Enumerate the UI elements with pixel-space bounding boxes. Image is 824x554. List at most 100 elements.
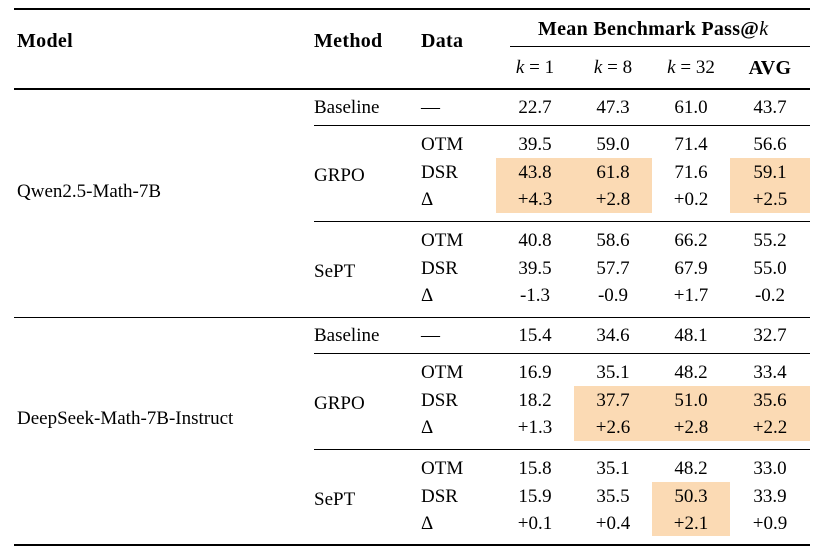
value-cell: 39.5 <box>518 257 552 279</box>
value-cell: 22.7 <box>496 89 574 126</box>
value-cell-highlighted: 43.8 <box>496 158 574 186</box>
data-label: Δ <box>421 414 496 450</box>
column-header-method-label: Method <box>314 30 383 52</box>
data-label: OTM <box>421 457 464 479</box>
value-cell: 33.0 <box>753 457 787 479</box>
value-cell: 18.2 <box>518 389 552 411</box>
value-cell: 15.9 <box>518 485 552 507</box>
table-row: DSR 43.8 61.8 71.6 59.1 <box>14 158 811 186</box>
value-cell: -1.3 <box>496 282 574 318</box>
method-label: GRPO <box>314 125 421 222</box>
value-cell: 43.7 <box>730 89 811 126</box>
table-row: DeepSeek-Math-7B-Instruct Baseline — 15.… <box>14 317 811 428</box>
method-label: SePT <box>314 488 356 510</box>
value-cell: +1.7 <box>652 282 730 318</box>
data-label: DSR <box>421 485 458 507</box>
value-cell-highlighted: +2.8 <box>574 186 652 222</box>
value-cell: +1.3 <box>496 414 574 450</box>
column-header-method: Method <box>314 9 421 90</box>
value-cell: 40.8 <box>518 229 552 251</box>
model-cell: DeepSeek-Math-7B-Instruct <box>14 317 314 545</box>
value-cell: 35.1 <box>596 457 630 479</box>
value-cell-highlighted: +2.5 <box>730 186 811 222</box>
method-label: SePT <box>314 221 421 318</box>
value-cell-highlighted: 37.7 <box>574 386 652 414</box>
value-cell: 47.3 <box>574 89 652 126</box>
table-row: SePT OTM 15.8 35.1 48.2 33.0 <box>14 449 810 509</box>
data-label: OTM <box>421 229 464 251</box>
value-cell: 15.8 <box>518 457 552 479</box>
column-header-k32: k = 32 <box>652 47 730 90</box>
column-header-k8: k = 8 <box>574 47 652 90</box>
value-cell: 32.7 <box>730 317 811 354</box>
value-cell-highlighted: +2.8 <box>652 414 730 450</box>
table-row: DSR 39.5 57.7 67.9 55.0 <box>14 254 810 282</box>
table-row: Δ +0.1 +0.4 +2.1 +0.9 <box>14 510 810 545</box>
method-label: GRPO <box>314 353 421 450</box>
value-cell-highlighted: 51.0 <box>652 386 730 414</box>
value-cell: 56.6 <box>753 133 787 155</box>
group-header-rule <box>510 46 811 47</box>
k-symbol: k <box>515 57 525 78</box>
table-row: DSR 15.9 35.5 50.3 33.9 <box>14 482 810 510</box>
table-header-row-1: Model Method Data Mean Benchmark Pass@k <box>14 9 811 90</box>
value-cell: 48.1 <box>652 317 730 354</box>
value-cell: 33.4 <box>753 361 787 383</box>
data-label: — <box>421 89 496 126</box>
value-cell-highlighted: +2.2 <box>730 414 811 450</box>
data-label: OTM <box>421 361 464 383</box>
value-cell: 48.2 <box>674 457 708 479</box>
value-cell: 59.0 <box>596 133 630 155</box>
value-cell: 34.6 <box>574 317 652 354</box>
results-table: Model Method Data Mean Benchmark Pass@ k … <box>14 8 811 546</box>
value-cell: 71.4 <box>674 133 708 155</box>
value-cell: 67.9 <box>674 257 708 279</box>
table-row: Δ +4.3 +2.8 +0.2 +2.5 <box>14 186 811 222</box>
value-cell: 33.9 <box>753 485 787 507</box>
value-cell: 16.9 <box>518 361 552 383</box>
value-cell: 55.0 <box>753 257 787 279</box>
data-label: DSR <box>421 257 458 279</box>
value-cell-highlighted: 35.6 <box>730 386 811 414</box>
k-eq-value: = 1 <box>524 57 555 78</box>
value-cell: 66.2 <box>674 229 708 251</box>
table-row: SePT OTM 40.8 58.6 66.2 55.2 <box>14 221 810 318</box>
value-cell: +0.9 <box>752 512 788 534</box>
value-cell: 57.7 <box>596 257 630 279</box>
table-header-row-2: k = 1 k = 8 k = 32 AVG <box>14 47 811 90</box>
column-header-model: Model <box>14 9 314 90</box>
model-name: DeepSeek-Math-7B-Instruct <box>17 408 234 430</box>
table-row: DSR 18.2 37.7 51.0 35.6 <box>14 386 811 414</box>
value-cell: -0.9 <box>574 282 652 318</box>
value-cell: -0.2 <box>730 282 811 318</box>
k-symbol: k <box>593 57 603 78</box>
table-row: GRPO OTM 39.5 59.0 71.4 56.6 <box>14 125 810 222</box>
value-cell-highlighted: 50.3 <box>652 482 730 510</box>
column-header-data: Data <box>421 9 496 90</box>
column-header-avg: AVG <box>730 47 811 90</box>
value-cell: 71.6 <box>674 161 708 183</box>
value-cell: +0.4 <box>595 512 631 534</box>
column-header-data-label: Data <box>421 30 464 52</box>
method-label: Baseline <box>314 317 421 354</box>
value-cell: 15.4 <box>496 317 574 354</box>
value-cell-highlighted: +2.1 <box>652 510 730 545</box>
value-cell: 58.6 <box>596 229 630 251</box>
model-name: Qwen2.5-Math-7B <box>17 180 162 202</box>
value-cell: 61.0 <box>652 89 730 126</box>
column-group-header-passk: Mean Benchmark Pass@k <box>496 9 811 47</box>
table-row: Δ +1.3 +2.6 +2.8 +2.2 <box>14 414 811 450</box>
table-row: GRPO OTM 16.9 35.1 48.2 33.4 <box>14 353 810 450</box>
k-eq-value: = 8 <box>602 57 633 78</box>
data-label: — <box>421 317 496 354</box>
method-label: Baseline <box>314 89 421 126</box>
group-header-text: Mean Benchmark Pass@ <box>537 17 760 40</box>
group-header-k-symbol: k <box>759 17 769 40</box>
value-cell-highlighted: +2.6 <box>574 414 652 450</box>
column-header-k1: k = 1 <box>496 47 574 90</box>
value-cell: 55.2 <box>753 229 787 251</box>
data-label: OTM <box>421 133 464 155</box>
data-label: DSR <box>421 161 458 183</box>
k-symbol: k <box>667 57 676 78</box>
